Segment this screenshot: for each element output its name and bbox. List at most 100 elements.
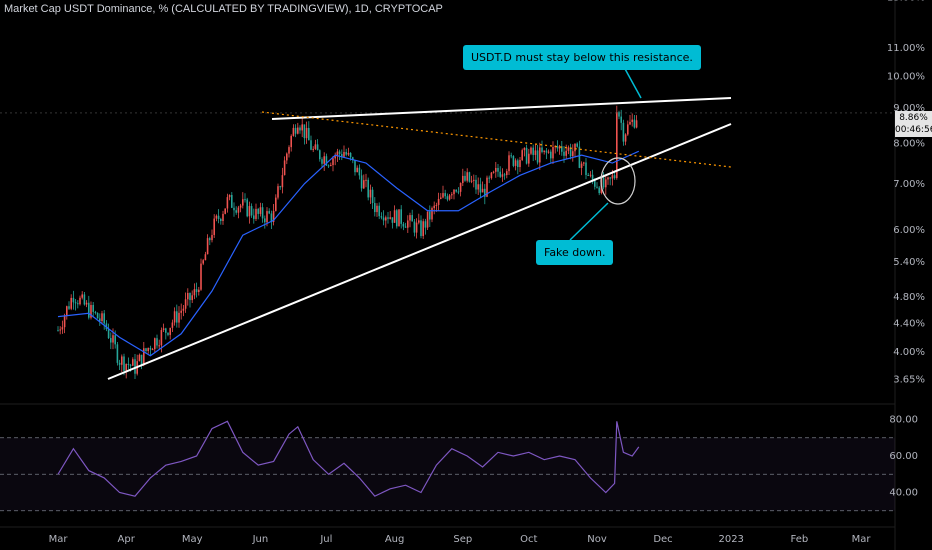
candle-body [495,167,497,172]
candle-body [602,177,605,188]
candle-body [129,364,132,366]
x-tick-label: Jun [252,534,269,545]
candle-body [415,222,418,233]
candle-body [468,172,471,182]
candle-body [261,207,264,219]
candle-body [462,175,464,183]
candle-body [101,313,103,322]
fake-down-callout: Fake down. [536,240,614,265]
candle-body [347,152,350,155]
candle-body [244,199,246,201]
candle-body [389,217,391,219]
candle-body [378,205,380,217]
candle-body [380,216,383,218]
candle-body [297,127,299,134]
candle-body [303,124,306,139]
candle-body [217,215,220,220]
candle-body [325,156,328,166]
y-tick-label: 8.00% [893,139,925,150]
rsi-tick-label: 40.00 [889,488,918,499]
candle-body [336,151,339,157]
candle-body [499,171,501,177]
x-tick-label: Oct [520,534,537,545]
candle-body [442,193,444,198]
candle-body [327,165,330,167]
candle-body [437,198,440,205]
candle-body [622,122,625,142]
candle-body [255,208,257,219]
candle-body [618,112,620,117]
y-tick-label: 4.40% [893,318,925,329]
candle-body [343,151,345,157]
candle-body [110,338,112,343]
candle-body [178,312,180,323]
candle-body [534,150,537,155]
candle-body [354,160,356,173]
candle-body [400,209,402,224]
candle-body [360,175,363,189]
candle-body [338,151,341,155]
candle-body [103,313,105,324]
candle-body [118,362,121,365]
candle-body [77,303,79,305]
candle-body [116,344,119,363]
candle-body [466,172,468,181]
candle-body [195,289,198,293]
candle-body [547,151,550,153]
candle-body [396,210,398,227]
candle-body [191,295,193,301]
candle-body [565,150,567,156]
candle-body [611,175,614,179]
y-tick-label: 13.00% [887,0,925,4]
y-tick-label: 4.80% [893,292,925,303]
candle-body [165,328,167,333]
candle-body [200,263,202,290]
candle-body [475,179,477,190]
candle-body [151,349,154,351]
y-tick-label: 4.00% [893,347,925,358]
candle-body [455,189,457,192]
candle-body [299,127,301,131]
resistance-callout-pointer [623,66,642,99]
candle-body [316,144,319,151]
candle-body [323,156,325,164]
candle-body [220,219,222,221]
candle-body [609,177,611,179]
candle-body [132,359,134,366]
candle-body [112,335,114,343]
candle-body [616,112,618,179]
candle-body [305,127,308,139]
candle-body [235,210,237,213]
y-tick-label: 10.00% [887,72,925,83]
candle-body [286,153,288,161]
candle-body [525,147,528,164]
resistance-trendline [271,97,732,120]
rsi-line [57,420,640,497]
candle-body [479,184,482,193]
candle-body [519,159,521,168]
candle-body [426,211,429,228]
candle-body [543,150,545,152]
candle-body [182,308,185,311]
candle-body [158,345,160,347]
candle-body [453,189,455,195]
candle-body [517,160,519,168]
candle-body [605,179,607,188]
candle-body [268,211,270,214]
candle-body [429,211,431,220]
x-tick-label: Dec [653,534,672,545]
candle-body [556,146,559,149]
candle-body [473,179,475,181]
candle-body [193,289,196,296]
candle-body [83,294,86,305]
candle-body [393,210,396,223]
candle-body [506,171,508,176]
y-tick-label: 5.40% [893,257,925,268]
candle-body [61,327,64,330]
candle-body [484,188,486,197]
candle-body [470,180,473,182]
x-tick-label: Jul [319,534,332,545]
y-tick-label: 9.00% [893,103,925,114]
candle-body [558,146,561,149]
